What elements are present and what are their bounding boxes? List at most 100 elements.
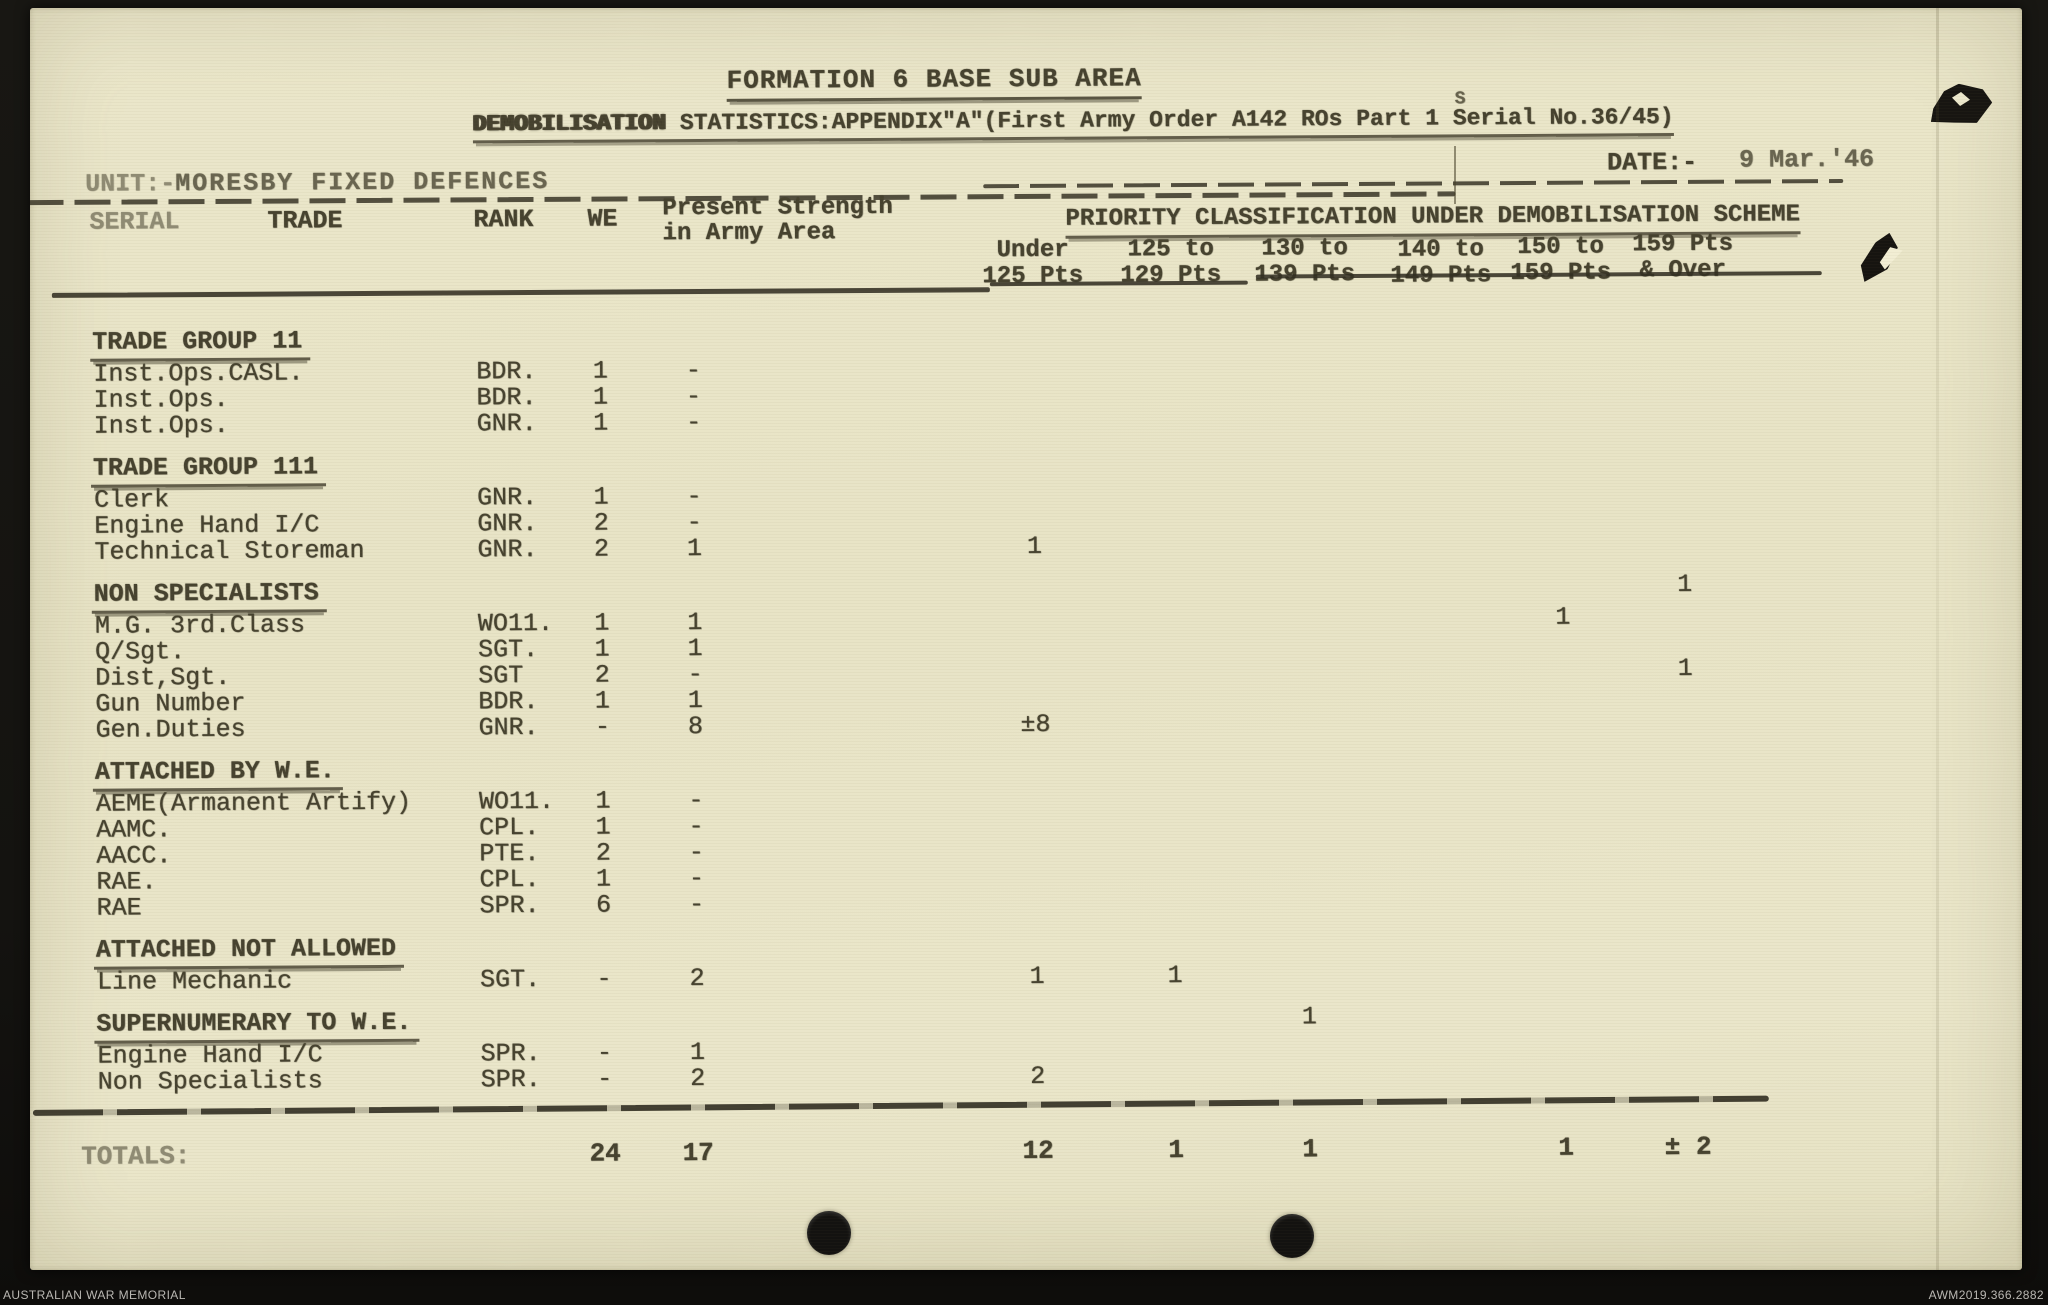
rank-cell: PTE. [479, 838, 540, 869]
archive-label: AUSTRALIAN WAR MEMORIAL [3, 1288, 186, 1302]
priority-value: 1 [1677, 569, 1693, 600]
priority-value: 1 [1026, 531, 1043, 561]
col-header-we: WE [587, 204, 618, 234]
priority-value: 2 [1030, 1061, 1046, 1091]
section-label: TRADE GROUP 111 [90, 452, 327, 488]
we-cell: - [596, 964, 612, 994]
totals-150-159: 1 [1558, 1132, 1575, 1163]
priority-value: ±8 [1020, 709, 1051, 740]
we-cell: 6 [596, 890, 612, 920]
trade-cell: AEME(Armanent Artify) [95, 787, 412, 819]
priority-value: 1 [1167, 961, 1183, 991]
we-cell: 1 [595, 786, 611, 816]
page-subtitle: DEMOBILISATION STATISTICS:APPENDIX"A"(Fi… [472, 104, 1674, 144]
we-cell: 2 [593, 508, 609, 538]
totals-140-149 [1401, 1133, 1491, 1134]
rank-cell: BDR. [476, 356, 537, 387]
trade-cell: Gen.Duties [95, 714, 246, 745]
rule-header-left [51, 287, 990, 298]
we-cell: - [594, 712, 611, 742]
priority-col-130-139: 130 to139 Pts [1245, 235, 1365, 289]
present-strength-cell: - [686, 407, 702, 438]
rule-above-totals [32, 1095, 1769, 1116]
rank-cell: SGT. [477, 634, 539, 665]
present-strength-cell: - [685, 381, 702, 412]
we-cell: 2 [593, 534, 610, 564]
subtitle-rest: STATISTICS:APPENDIX"A"(First Army Order … [665, 104, 1674, 137]
trade-cell: Q/Sgt. [94, 637, 186, 667]
subtitle-overstruck-word: DEMOBILISATION [472, 110, 667, 138]
rank-cell: SPR. [479, 890, 540, 921]
we-cell: 1 [594, 686, 610, 716]
present-strength-cell: 2 [690, 1063, 706, 1094]
overtype-artifact: S [1454, 89, 1466, 110]
punch-hole [1270, 1214, 1314, 1258]
rank-cell: WO11. [478, 786, 555, 817]
trade-cell: Dist,Sgt. [95, 662, 231, 693]
col-header-present-strength: Present Strength in Army Area [662, 193, 893, 247]
we-cell: 1 [593, 482, 609, 512]
pcol-line: & Over [1639, 256, 1727, 285]
table-body: TRADE GROUP 11 Inst.Ops.CASL. BDR. 1 - I… [30, 302, 2022, 1097]
priority-value: 1 [1677, 653, 1693, 684]
rank-cell: BDR. [478, 686, 539, 717]
we-cell: - [597, 1064, 613, 1094]
we-cell: 1 [594, 634, 610, 664]
we-cell: 1 [593, 408, 609, 438]
unit-label: UNIT:- [85, 169, 176, 199]
trade-cell: Line Mechanic [96, 966, 293, 997]
trade-cell: Technical Storeman [94, 536, 365, 567]
rank-cell: SPR. [480, 1064, 541, 1095]
present-strength-cell: 1 [687, 607, 703, 638]
trade-cell: Inst.Ops. [93, 384, 229, 415]
priority-col-140-149: 140 to149 Pts [1381, 236, 1501, 290]
totals-label: TOTALS: [81, 1141, 191, 1172]
present-strength-cell: 1 [686, 533, 703, 564]
fold-shadow [1936, 8, 1939, 1270]
col-header-trade: TRADE [267, 206, 343, 236]
present-strength-cell: - [689, 889, 705, 920]
fold-mark [1454, 146, 1456, 204]
rank-cell: SGT. [479, 964, 541, 995]
trade-cell: Non Specialists [97, 1066, 323, 1097]
we-cell: 1 [595, 864, 612, 894]
pcol-line: 150 to [1517, 233, 1604, 261]
present-strength-cell: 1 [687, 633, 703, 664]
document-page: FORMATION 6 BASE SUB AREA DEMOBILISATION… [30, 8, 2022, 1270]
totals-130-139: 1 [1302, 1134, 1319, 1165]
trade-cell: Gun Number [95, 688, 246, 719]
rule-priority-top [983, 178, 1844, 189]
priority-col-159-over: 159 Pts & Over [1623, 230, 1743, 285]
present-strength-cell: - [688, 811, 704, 842]
present-strength-cell: 8 [687, 711, 704, 742]
present-strength-line1: Present Strength [662, 193, 893, 223]
pcol-line: 140 to [1397, 236, 1484, 264]
present-strength-cell: 2 [689, 963, 705, 994]
rank-cell: BDR. [476, 382, 537, 413]
trade-cell: RAE. [96, 867, 157, 897]
section-label: SUPERNUMERARY TO W.E. [94, 1007, 420, 1044]
rank-cell: SGT [478, 661, 524, 691]
we-cell: 2 [595, 838, 611, 868]
totals-125-129: 1 [1168, 1135, 1185, 1166]
date-value: 9 Mar.'46 [1738, 144, 1875, 175]
we-cell: 1 [594, 608, 610, 638]
totals-we: 24 [589, 1138, 621, 1169]
pcol-line: 159 Pts [1632, 230, 1734, 259]
present-strength-cell: - [686, 481, 702, 512]
totals-row: TOTALS: 24 17 12 1 1 1 ± 2 [33, 1130, 2022, 1174]
rank-cell: GNR. [478, 712, 539, 743]
present-strength-cell: - [688, 863, 705, 894]
present-strength-cell: - [687, 659, 703, 690]
priority-value: 1 [1301, 1002, 1317, 1032]
present-strength-cell: - [688, 785, 704, 816]
present-strength-cell: 1 [687, 685, 703, 716]
col-header-serial: SERIAL [89, 207, 180, 237]
rank-cell: GNR. [476, 408, 537, 439]
trade-cell: Inst.Ops. [93, 410, 229, 441]
archive-reference: AWM2019.366.2882 [1928, 1288, 2044, 1302]
rank-cell: WO11. [477, 608, 553, 639]
trade-cell: M.G. 3rd.Class [94, 610, 306, 641]
unit-value: MORESBY FIXED DEFENCES [175, 166, 550, 199]
